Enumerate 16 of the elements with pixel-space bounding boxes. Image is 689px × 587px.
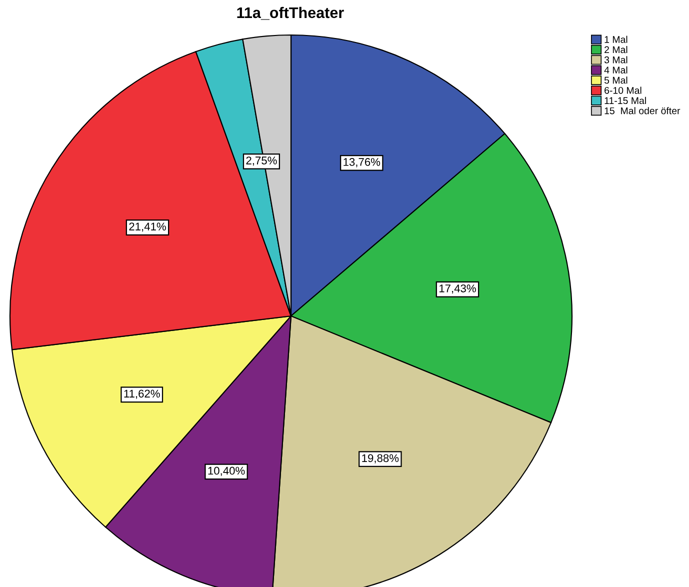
legend-label: 1 Mal bbox=[604, 36, 628, 43]
data-label: 19,88% bbox=[362, 454, 399, 464]
data-label: 11,62% bbox=[124, 390, 160, 399]
legend-label: 11-15 Mal bbox=[604, 96, 646, 104]
chart-title: 11a_oftTheater bbox=[237, 6, 344, 20]
legend-label: 15 Mal oder öfter bbox=[604, 107, 680, 114]
legend-label: 3 Mal bbox=[604, 56, 628, 64]
data-label: 21,41% bbox=[129, 222, 166, 232]
data-label: 10,40% bbox=[208, 466, 245, 476]
data-label: 17,43% bbox=[439, 284, 476, 294]
data-label: 13,76% bbox=[344, 158, 380, 168]
legend-label: 5 Mal bbox=[604, 76, 628, 84]
data-label: 2,75% bbox=[246, 156, 277, 166]
legend-label: 4 Mal bbox=[604, 66, 628, 74]
legend-label: 2 Mal bbox=[604, 46, 628, 54]
legend-label: 6-10 Mal bbox=[604, 86, 642, 94]
